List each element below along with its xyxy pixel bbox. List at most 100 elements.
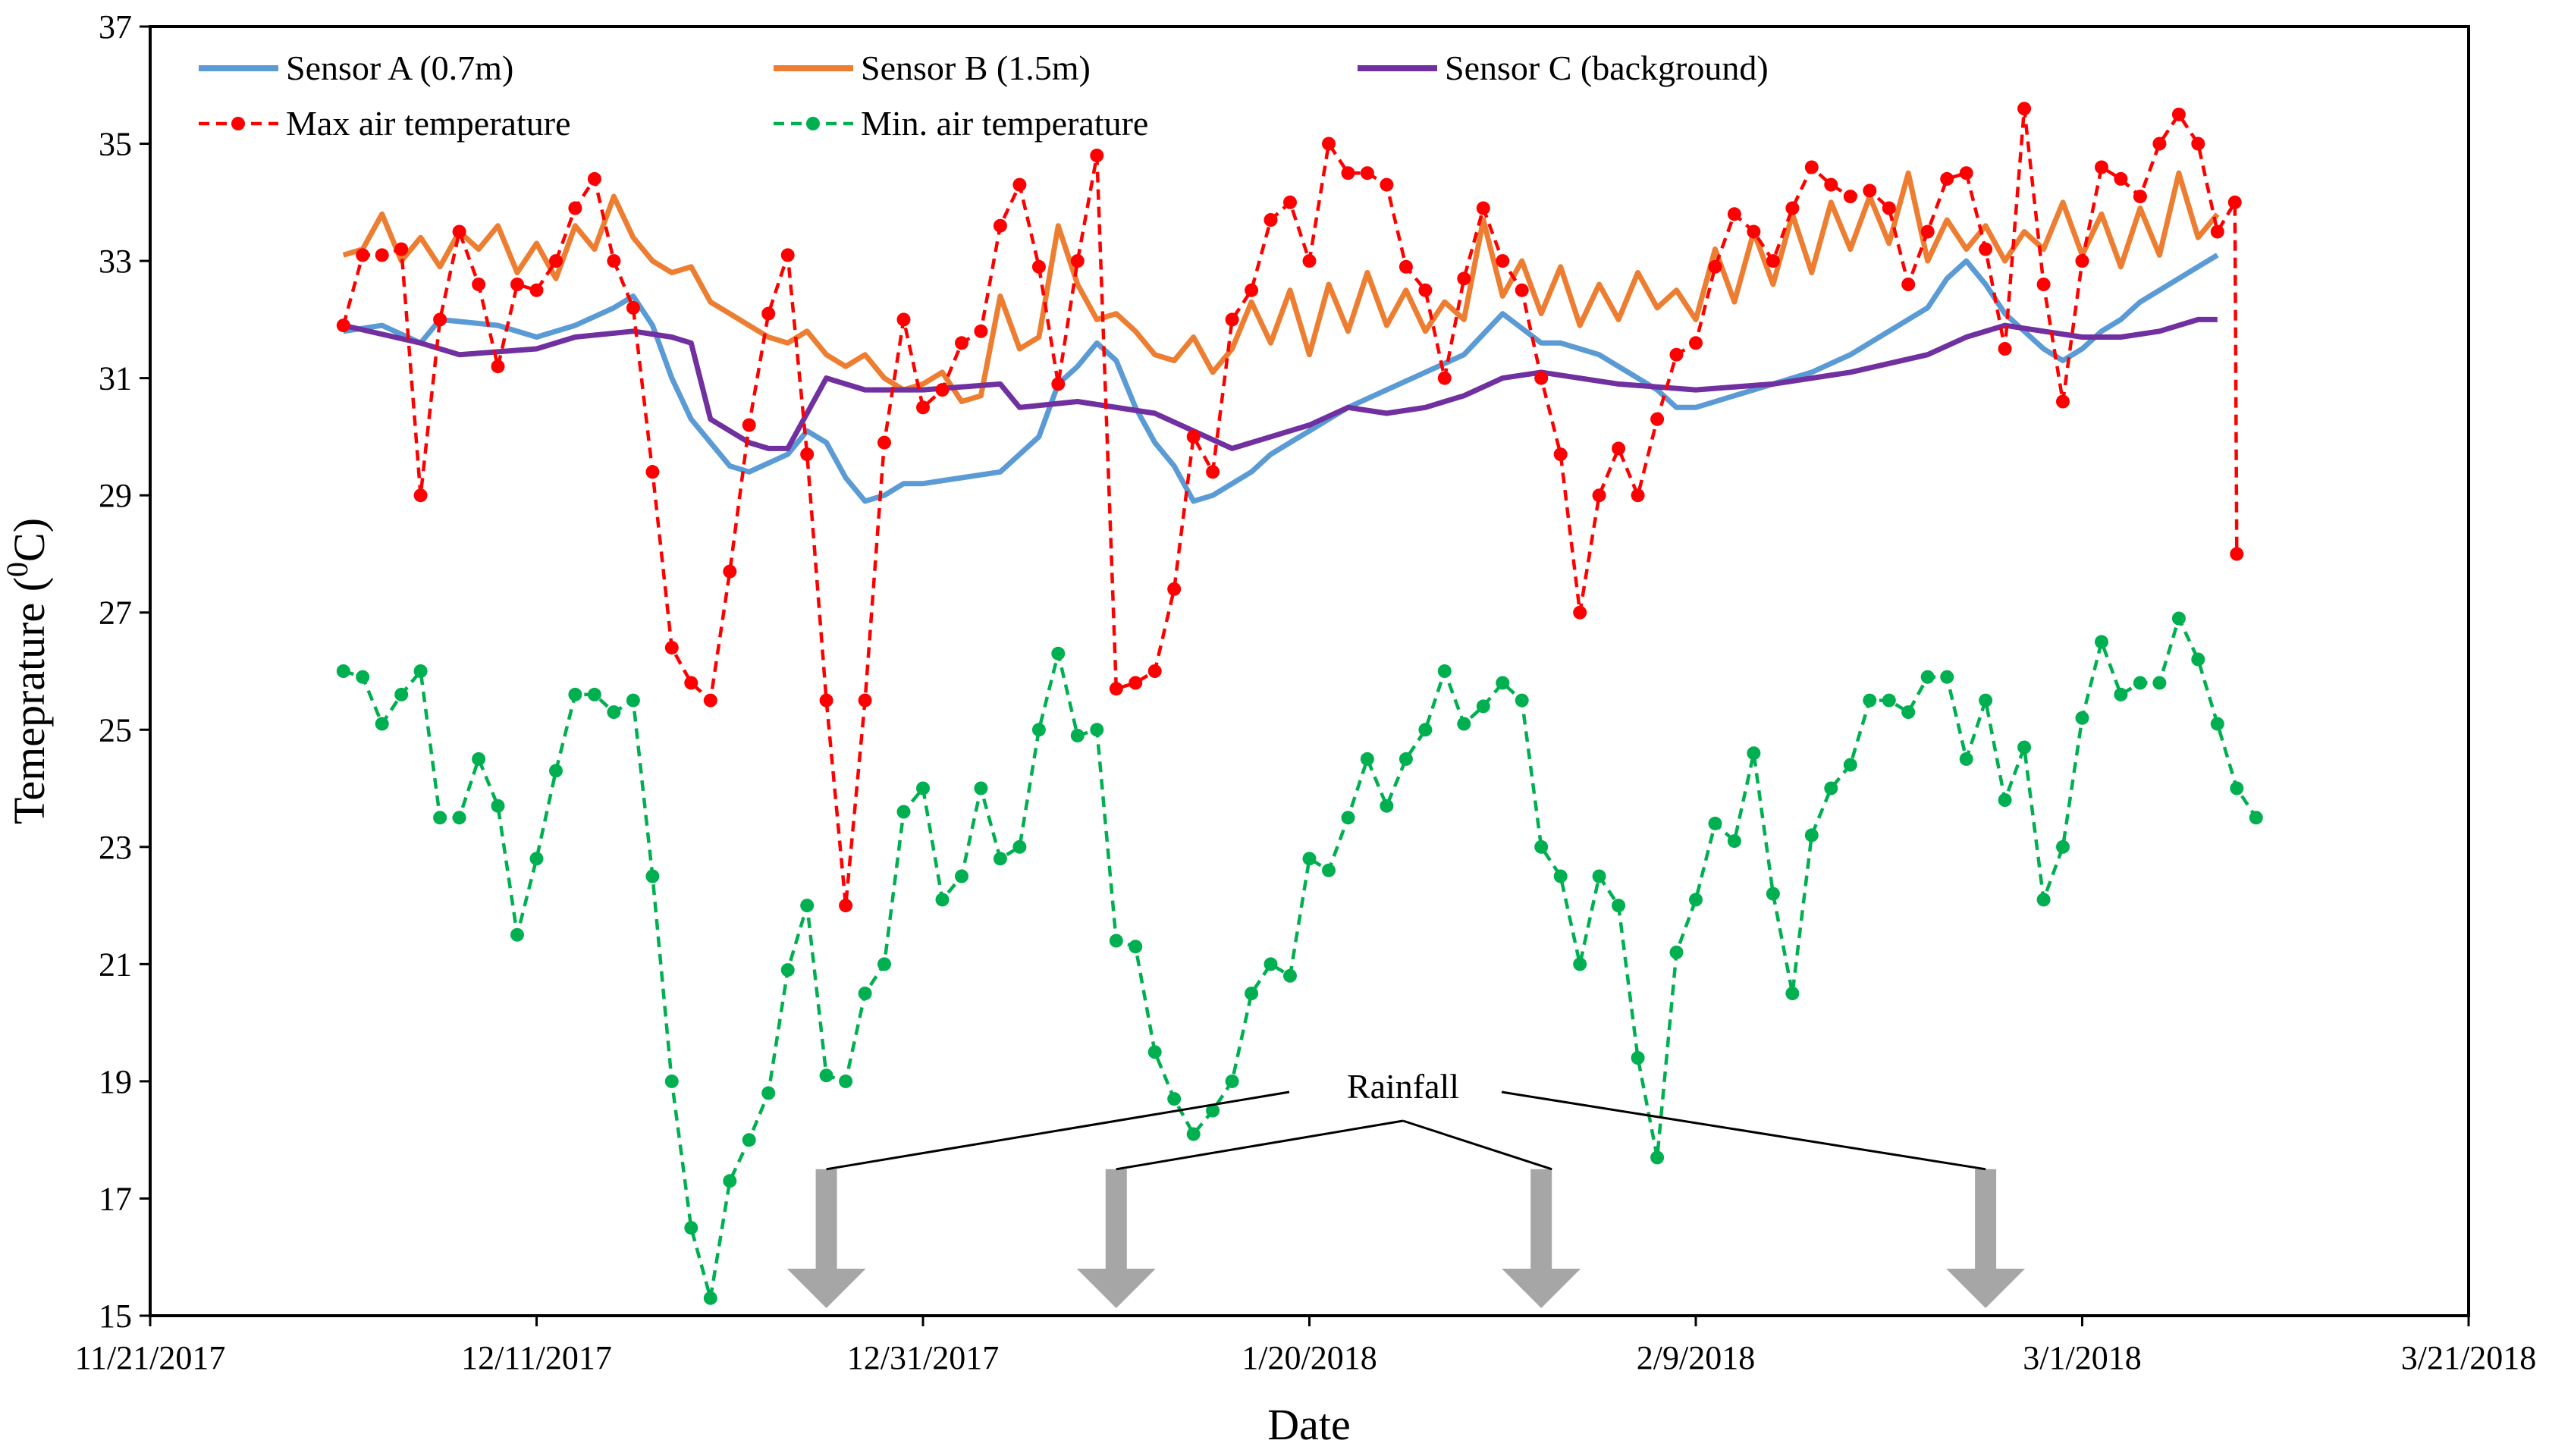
data-point-max-air-temperature	[974, 324, 988, 338]
data-point-max-air-temperature	[2152, 136, 2167, 151]
data-point-min-air-temperature	[1766, 886, 1780, 901]
axis-layer: 15 17 19 21 23 25 27 29 31 33 35 37 11/21/2017 12/11/…	[75, 8, 2537, 1376]
rainfall-arrow	[1946, 1169, 2026, 1308]
data-point-max-air-temperature	[1070, 254, 1085, 268]
data-point-min-air-temperature	[800, 899, 815, 913]
data-point-min-air-temperature	[1901, 705, 1916, 720]
data-point-min-air-temperature	[336, 664, 350, 678]
data-point-max-air-temperature	[858, 693, 872, 708]
legend-label: Sensor B (1.5m)	[861, 49, 1091, 87]
y-tick-label: 33	[99, 243, 132, 280]
data-point-max-air-temperature	[742, 418, 756, 432]
data-point-max-air-temperature	[1534, 371, 1549, 385]
data-point-max-air-temperature	[1689, 336, 1703, 350]
data-point-min-air-temperature	[1573, 957, 1587, 971]
series-line-sensor-a-0-7m	[343, 253, 2219, 504]
data-point-max-air-temperature	[433, 312, 447, 327]
data-point-max-air-temperature	[1804, 160, 1819, 174]
data-point-min-air-temperature	[1727, 834, 1741, 849]
x-tick-label: 12/31/2017	[847, 1339, 999, 1376]
data-point-min-air-temperature	[1496, 676, 1510, 690]
data-point-min-air-temperature	[955, 869, 968, 883]
data-point-min-air-temperature	[839, 1074, 853, 1088]
x-axis-title: Date	[1267, 1400, 1351, 1449]
data-point-min-air-temperature	[2095, 635, 2108, 649]
data-point-max-air-temperature	[356, 248, 370, 262]
data-point-min-air-temperature	[1206, 1103, 1220, 1118]
data-point-min-air-temperature	[1070, 729, 1085, 742]
y-axis-title: Temeprature (0C)	[0, 518, 54, 824]
data-point-min-air-temperature	[1051, 646, 1066, 661]
plot-area-frame	[149, 25, 2470, 1317]
data-point-max-air-temperature	[723, 564, 737, 579]
data-point-max-air-temperature	[664, 641, 679, 655]
legend: Sensor A (0.7m) Sensor B (1.5m) Sensor C (…	[199, 49, 1769, 143]
data-point-min-air-temperature	[1612, 899, 1626, 913]
data-point-max-air-temperature	[1669, 347, 1684, 362]
data-point-max-air-temperature	[1051, 377, 1066, 391]
data-point-max-air-temperature	[2171, 107, 2186, 121]
data-point-min-air-temperature	[2210, 717, 2224, 731]
data-point-max-air-temperature	[2095, 160, 2108, 174]
data-point-min-air-temperature	[1553, 869, 1568, 883]
data-point-min-air-temperature	[1998, 793, 2012, 807]
y-tick-label: 17	[99, 1180, 132, 1217]
data-point-min-air-temperature	[2249, 811, 2263, 825]
data-point-min-air-temperature	[1534, 839, 1549, 854]
data-point-min-air-temperature	[1090, 723, 1104, 737]
data-point-max-air-temperature	[1553, 447, 1568, 462]
data-point-min-air-temperature	[568, 687, 582, 701]
data-point-max-air-temperature	[896, 312, 911, 327]
data-point-min-air-temperature	[742, 1133, 756, 1147]
data-point-max-air-temperature	[1843, 190, 1857, 204]
data-point-min-air-temperature	[896, 805, 911, 819]
data-point-max-air-temperature	[1920, 224, 1935, 239]
data-point-max-air-temperature	[1283, 195, 1297, 209]
data-point-max-air-temperature	[587, 171, 601, 186]
y-tick-label: 27	[99, 595, 132, 632]
rainfall-leader-line	[1116, 1119, 1404, 1171]
data-point-max-air-temperature	[1727, 207, 1741, 221]
data-point-max-air-temperature	[1592, 488, 1606, 503]
data-point-max-air-temperature	[2017, 102, 2032, 116]
data-point-max-air-temperature	[1264, 213, 1278, 227]
data-point-min-air-temperature	[587, 687, 601, 701]
x-tick-label: 11/21/2017	[75, 1339, 226, 1376]
data-point-max-air-temperature	[626, 300, 640, 315]
data-point-min-air-temperature	[1669, 945, 1684, 959]
data-point-min-air-temperature	[1515, 693, 1529, 708]
data-point-min-air-temperature	[2230, 781, 2244, 795]
legend-marker	[231, 117, 245, 130]
data-point-max-air-temperature	[1612, 441, 1626, 456]
data-point-max-air-temperature	[1708, 259, 1722, 274]
data-point-max-air-temperature	[819, 693, 833, 708]
data-point-max-air-temperature	[1457, 271, 1471, 286]
data-point-max-air-temperature	[2191, 136, 2205, 151]
data-point-min-air-temperature	[433, 811, 447, 825]
data-point-min-air-temperature	[2191, 652, 2205, 667]
data-point-min-air-temperature	[1843, 758, 1857, 772]
data-point-min-air-temperature	[472, 752, 486, 766]
data-point-max-air-temperature	[336, 318, 350, 333]
data-point-min-air-temperature	[2075, 711, 2089, 725]
data-point-max-air-temperature	[1341, 166, 1355, 180]
legend-item-min-air-temperature: Min. air temperature	[774, 104, 1148, 143]
y-tick-label: 37	[99, 8, 132, 46]
data-point-max-air-temperature	[1167, 582, 1182, 596]
data-point-min-air-temperature	[452, 811, 466, 825]
data-point-max-air-temperature	[1031, 259, 1046, 274]
data-point-max-air-temperature	[645, 465, 660, 479]
data-point-min-air-temperature	[626, 693, 640, 708]
data-point-min-air-temperature	[1012, 839, 1027, 854]
data-point-min-air-temperature	[1109, 934, 1123, 948]
data-point-max-air-temperature	[568, 201, 582, 215]
plot-layer	[336, 102, 2263, 1305]
data-point-max-air-temperature	[607, 254, 621, 268]
data-point-min-air-temperature	[2152, 676, 2167, 690]
data-point-max-air-temperature	[1109, 682, 1123, 696]
data-point-min-air-temperature	[2171, 611, 2186, 626]
data-point-min-air-temperature	[761, 1086, 776, 1100]
y-tick-label: 35	[99, 126, 132, 163]
data-point-min-air-temperature	[993, 852, 1007, 866]
